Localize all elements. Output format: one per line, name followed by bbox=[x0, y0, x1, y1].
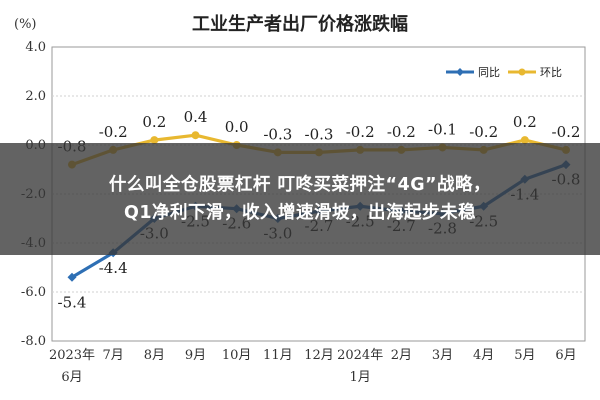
x-tick-group: 5月 bbox=[514, 348, 535, 363]
mom-data-label: -0.2 bbox=[387, 123, 416, 141]
x-tick-group: 10月 bbox=[222, 348, 252, 363]
legend-yoy-marker bbox=[456, 68, 464, 76]
x-tick-group: 12月 bbox=[304, 348, 334, 363]
x-tick-label: 2024年 bbox=[337, 348, 383, 363]
chart-title: 工业生产者出厂价格涨跌幅 bbox=[192, 13, 408, 35]
y-tick-label: -8.0 bbox=[21, 334, 46, 349]
x-tick-label: 2023年 bbox=[49, 348, 95, 363]
x-tick-label: 10月 bbox=[222, 348, 252, 363]
x-tick-label: 11月 bbox=[263, 348, 293, 363]
legend-mom-marker bbox=[518, 68, 526, 76]
mom-data-label: -0.2 bbox=[99, 123, 128, 141]
yoy-data-label: -5.4 bbox=[58, 293, 87, 311]
x-tick-label: 6月 bbox=[555, 348, 576, 363]
mom-data-label: -0.3 bbox=[263, 125, 292, 143]
x-tick-group: 6月 bbox=[555, 348, 576, 363]
headline-line-2: Q1净利下滑，收入增速滑坡，出海起步未稳 bbox=[123, 203, 477, 223]
x-tick-label: 8月 bbox=[144, 348, 165, 363]
mom-data-label: 0.2 bbox=[513, 113, 537, 131]
x-tick-label: 1月 bbox=[350, 370, 371, 385]
x-tick-label: 6月 bbox=[61, 370, 82, 385]
mom-data-label: -0.2 bbox=[469, 123, 498, 141]
mom-data-label: 0.4 bbox=[184, 108, 208, 126]
yoy-point bbox=[67, 272, 77, 282]
x-tick-group: 7月 bbox=[103, 348, 124, 363]
headline-overlay: 什么叫全仓股票杠杆 叮咚买菜押注“4G”战略， Q1净利下滑，收入增速滑坡，出海… bbox=[0, 143, 600, 255]
y-tick-label: -6.0 bbox=[21, 285, 46, 300]
x-tick-group: 9月 bbox=[185, 348, 206, 363]
y-tick-label: 2.0 bbox=[25, 89, 46, 104]
mom-point bbox=[150, 136, 159, 145]
x-tick-group: 2024年 1月 bbox=[337, 348, 383, 385]
y-tick-label: 4.0 bbox=[25, 40, 46, 55]
x-tick-label: 5月 bbox=[514, 348, 535, 363]
mom-data-label: -0.2 bbox=[346, 123, 375, 141]
x-tick-group: 3月 bbox=[432, 348, 453, 363]
x-tick-group: 2023年 6月 bbox=[49, 348, 95, 385]
x-tick-label: 9月 bbox=[185, 348, 206, 363]
x-tick-label: 3月 bbox=[432, 348, 453, 363]
x-tick-group: 4月 bbox=[473, 348, 494, 363]
mom-point bbox=[191, 131, 200, 140]
headline-line-1: 什么叫全仓股票杠杆 叮咚买菜押注“4G”战略， bbox=[108, 175, 492, 195]
mom-data-label: -0.2 bbox=[552, 123, 581, 141]
x-tick-label: 2月 bbox=[391, 348, 412, 363]
yoy-data-label: -4.4 bbox=[99, 259, 128, 277]
unit-label: (%) bbox=[14, 17, 37, 32]
x-tick-group: 11月 bbox=[263, 348, 293, 363]
mom-data-label: -0.1 bbox=[428, 120, 457, 138]
legend: 同比 环比 bbox=[446, 66, 562, 79]
mom-data-label: 0.0 bbox=[225, 118, 249, 136]
x-tick-group: 2月 bbox=[391, 348, 412, 363]
mom-data-label: -0.3 bbox=[305, 125, 334, 143]
x-tick-label: 7月 bbox=[103, 348, 124, 363]
legend-mom-label: 环比 bbox=[540, 66, 562, 79]
x-tick-group: 8月 bbox=[144, 348, 165, 363]
x-tick-label: 4月 bbox=[473, 348, 494, 363]
x-tick-label: 12月 bbox=[304, 348, 334, 363]
mom-point bbox=[520, 136, 529, 145]
mom-data-label: 0.2 bbox=[142, 113, 166, 131]
legend-yoy-label: 同比 bbox=[478, 66, 500, 79]
